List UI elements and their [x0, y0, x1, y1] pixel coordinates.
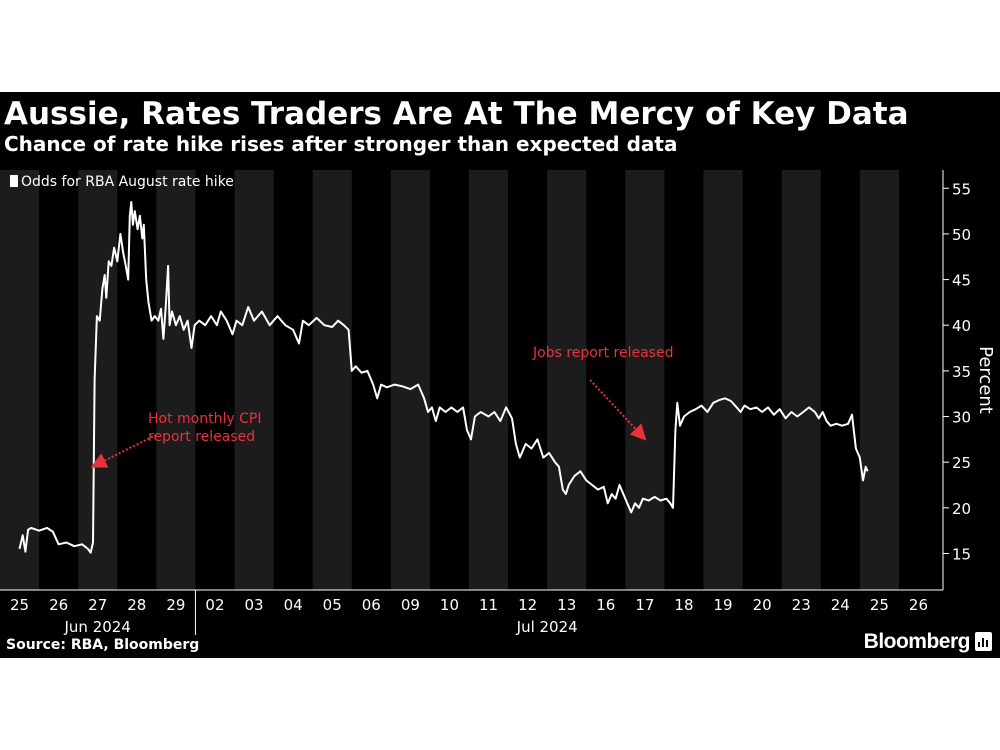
legend-swatch — [10, 175, 18, 187]
x-tick-label: 26 — [49, 596, 68, 614]
bloomberg-logo: Bloomberg — [863, 630, 971, 653]
y-tick-label: 35 — [952, 363, 971, 381]
day-band — [469, 170, 509, 590]
day-band — [859, 170, 899, 590]
day-band — [625, 170, 665, 590]
y-tick-label: 15 — [952, 545, 971, 563]
day-band — [0, 170, 40, 590]
annotation-arrow — [589, 379, 647, 441]
x-tick-label: 06 — [362, 596, 381, 614]
chart-title: Aussie, Rates Traders Are At The Mercy o… — [4, 96, 909, 132]
bloomberg-badge-icon — [975, 632, 992, 651]
day-band — [234, 170, 274, 590]
month-label: Jul 2024 — [516, 618, 578, 636]
annotation-text: report released — [148, 429, 255, 445]
day-band — [312, 170, 352, 590]
x-tick-label: 24 — [831, 596, 850, 614]
x-tick-label: 17 — [635, 596, 654, 614]
x-tick-label: 19 — [713, 596, 732, 614]
x-tick-label: 27 — [88, 596, 107, 614]
annotation-text: Jobs report released — [532, 345, 673, 361]
x-axis: 25 26 27 28 29 02 03 04 05 06 09 10 11 12 13 16 17 18 19 20… — [0, 589, 943, 636]
alternating-day-bands — [0, 170, 899, 590]
day-band — [547, 170, 587, 590]
series-line — [18, 201, 869, 554]
x-tick-label: 04 — [284, 596, 303, 614]
x-tick-label: 20 — [753, 596, 772, 614]
x-tick-label: 16 — [596, 596, 615, 614]
legend: Odds for RBA August rate hike — [10, 174, 234, 190]
annotation-text: Hot monthly CPI — [148, 411, 261, 427]
y-axis: 15 20 25 30 35 40 45 50 55 Percent — [942, 170, 996, 590]
day-band — [390, 170, 430, 590]
x-tick-label: 18 — [674, 596, 693, 614]
x-tick-label: 02 — [205, 596, 224, 614]
x-tick-label: 25 — [10, 596, 29, 614]
y-tick-label: 55 — [952, 180, 971, 198]
x-tick-label: 26 — [909, 596, 928, 614]
y-tick-label: 20 — [952, 500, 971, 518]
x-tick-label: 25 — [870, 596, 889, 614]
y-tick-label: 50 — [952, 226, 971, 244]
legend-label: Odds for RBA August rate hike — [21, 174, 234, 190]
x-tick-label: 11 — [479, 596, 498, 614]
y-tick-label: 30 — [952, 409, 971, 427]
x-tick-label: 03 — [244, 596, 263, 614]
day-band — [78, 170, 118, 590]
y-axis-label: Percent — [975, 346, 996, 414]
annotations: Hot monthly CPI report released Jobs repor… — [90, 345, 673, 468]
day-band — [703, 170, 743, 590]
chart-subtitle: Chance of rate hike rises after stronger… — [4, 132, 678, 156]
x-tick-label: 10 — [440, 596, 459, 614]
x-tick-label: 05 — [323, 596, 342, 614]
x-tick-label: 13 — [557, 596, 576, 614]
x-tick-label: 23 — [792, 596, 811, 614]
x-tick-label: 28 — [127, 596, 146, 614]
month-label: Jun 2024 — [64, 618, 131, 636]
y-tick-label: 40 — [952, 317, 971, 335]
annotation-arrow — [90, 433, 157, 468]
x-tick-label: 09 — [401, 596, 420, 614]
x-tick-label: 12 — [518, 596, 537, 614]
x-tick-label: 29 — [166, 596, 185, 614]
day-band — [156, 170, 196, 590]
source-note: Source: RBA, Bloomberg — [6, 637, 200, 653]
day-band — [781, 170, 821, 590]
y-tick-label: 45 — [952, 272, 971, 290]
y-tick-label: 25 — [952, 454, 971, 472]
